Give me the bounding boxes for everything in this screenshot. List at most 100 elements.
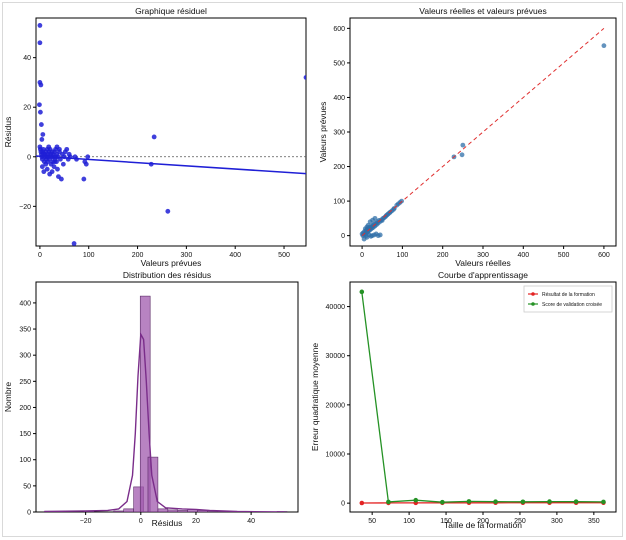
kde-curve	[44, 331, 285, 512]
learning_curve-y-tick-label: 0	[341, 501, 345, 508]
series-point-1	[413, 497, 419, 503]
actual_vs_predicted-x-tick-label: 500	[558, 252, 570, 259]
residual-point	[37, 102, 42, 108]
residual-point	[49, 169, 55, 175]
residual-point	[165, 208, 171, 214]
actual_vs_predicted-x-tick-label: 200	[437, 252, 449, 259]
histogram-bar	[147, 456, 159, 512]
actual_vs_predicted-x-tick-label: 0	[360, 252, 364, 259]
learning_curve-y-tick-label: 30000	[326, 353, 346, 360]
residuals-x-tick-label: 400	[229, 252, 241, 259]
residual-point	[55, 166, 60, 172]
residual_distribution-y-tick-label: 200	[19, 405, 31, 412]
residual-point	[39, 164, 45, 170]
actual_vs_predicted-y-tick-label: 200	[333, 164, 345, 171]
actual_vs_predicted-x-tick-label: 300	[477, 252, 489, 259]
residual_distribution-x-label: Résidus	[152, 518, 183, 528]
histogram-bar	[113, 510, 125, 512]
residual-point	[37, 23, 43, 28]
histogram-bar	[167, 509, 179, 512]
residual-point	[44, 166, 50, 172]
residual-point	[303, 75, 306, 80]
residual_distribution-y-tick-label: 350	[19, 327, 31, 334]
residual_distribution-plot-area	[43, 295, 288, 512]
residual-point	[38, 122, 44, 127]
residual-point	[151, 134, 157, 140]
residual-point	[41, 169, 47, 175]
actual_vs_predicted-y-tick-label: 500	[333, 60, 345, 67]
residual-point	[51, 164, 57, 170]
residual_distribution-y-label: Nombre	[3, 382, 13, 413]
actual_vs_predicted-title: Valeurs réelles et valeurs prévues	[419, 6, 546, 16]
identity-line	[361, 27, 605, 237]
learning_curve-x-tick-label: 300	[551, 518, 563, 525]
residual-point	[71, 241, 77, 246]
histogram-bar	[207, 511, 218, 512]
residual-point	[58, 176, 64, 182]
residuals-y-tick-label: 40	[23, 55, 31, 62]
legend-label: Résultat de la formation	[542, 292, 595, 298]
learning_curve-y-tick-label: 40000	[326, 304, 346, 311]
actual_vs_predicted-x-tick-label: 400	[517, 252, 529, 259]
learning_curve-x-label: Taille de la formation	[444, 520, 522, 530]
histogram-bar	[139, 295, 151, 512]
residual_distribution-title: Distribution des résidus	[123, 270, 211, 280]
residual-point	[85, 154, 91, 160]
learning_curve-y-tick-label: 20000	[326, 402, 346, 409]
residual-point	[38, 82, 44, 88]
learning_curve-axes-frame	[349, 281, 617, 513]
series-point-1	[440, 499, 445, 505]
residual_distribution-y-tick-label: 50	[23, 483, 31, 490]
residuals-y-tick-label: 20	[23, 105, 31, 112]
learning_curve-plot-area	[359, 289, 606, 506]
actual_vs_predicted-y-tick-label: 0	[341, 233, 345, 240]
prediction-point	[372, 215, 378, 221]
learning_curve-x-tick-label: 100	[403, 518, 415, 525]
residual-point	[57, 146, 62, 152]
residual-point	[83, 161, 89, 167]
legend-swatch-dot	[531, 292, 535, 296]
residual_distribution-axes-frame	[35, 281, 299, 513]
prediction-point	[460, 142, 466, 148]
series-point-0	[359, 500, 365, 506]
residual-point	[64, 146, 70, 152]
learning_curve-x-tick-label: 50	[368, 518, 376, 525]
learning_curve-x-tick-label: 250	[514, 518, 526, 525]
residual_distribution-x-tick-label: −20	[80, 518, 92, 525]
actual_vs_predicted-y-tick-label: 600	[333, 26, 345, 33]
learning_curve-x-tick-label: 200	[477, 518, 489, 525]
actual_vs_predicted-y-tick-label: 100	[333, 199, 345, 206]
prediction-point	[377, 232, 383, 238]
prediction-point	[364, 234, 370, 240]
learning_curve-x-tick-label: 150	[440, 518, 452, 525]
actual_vs_predicted-y-tick-label: 400	[333, 95, 345, 102]
residuals-x-tick-label: 300	[181, 252, 193, 259]
residuals-axes-frame	[35, 17, 307, 247]
residual-point	[37, 40, 43, 46]
learning_curve-title: Courbe d'apprentissage	[438, 270, 528, 280]
learning_curve-y-label: Erreur quadratique moyenne	[310, 343, 320, 451]
series-line-1	[361, 291, 604, 503]
residuals-x-tick-label: 100	[83, 252, 95, 259]
residual_distribution-x-tick-label: 40	[247, 518, 255, 525]
actual_vs_predicted-y-label: Valeurs prévues	[318, 102, 328, 163]
series-point-1	[493, 499, 498, 504]
residual-point	[39, 137, 45, 142]
residual-point	[60, 161, 66, 167]
prediction-point	[459, 152, 465, 158]
residual_distribution-x-tick-label: 0	[139, 518, 143, 525]
series-point-1	[386, 499, 391, 505]
series-point-1	[359, 289, 365, 295]
residual_distribution-y-tick-label: 150	[19, 431, 31, 438]
series-point-1	[547, 499, 552, 504]
residual-point	[46, 144, 52, 150]
actual_vs_predicted-y-tick-label: 300	[333, 130, 345, 137]
series-point-1	[520, 499, 526, 505]
residual_distribution-y-tick-label: 300	[19, 353, 31, 360]
actual_vs_predicted-x-tick-label: 600	[598, 252, 610, 259]
histogram-bar	[177, 510, 188, 512]
residual_distribution-y-tick-label: 100	[19, 457, 31, 464]
legend-box	[523, 285, 613, 313]
residuals-y-tick-label: 0	[27, 154, 31, 161]
